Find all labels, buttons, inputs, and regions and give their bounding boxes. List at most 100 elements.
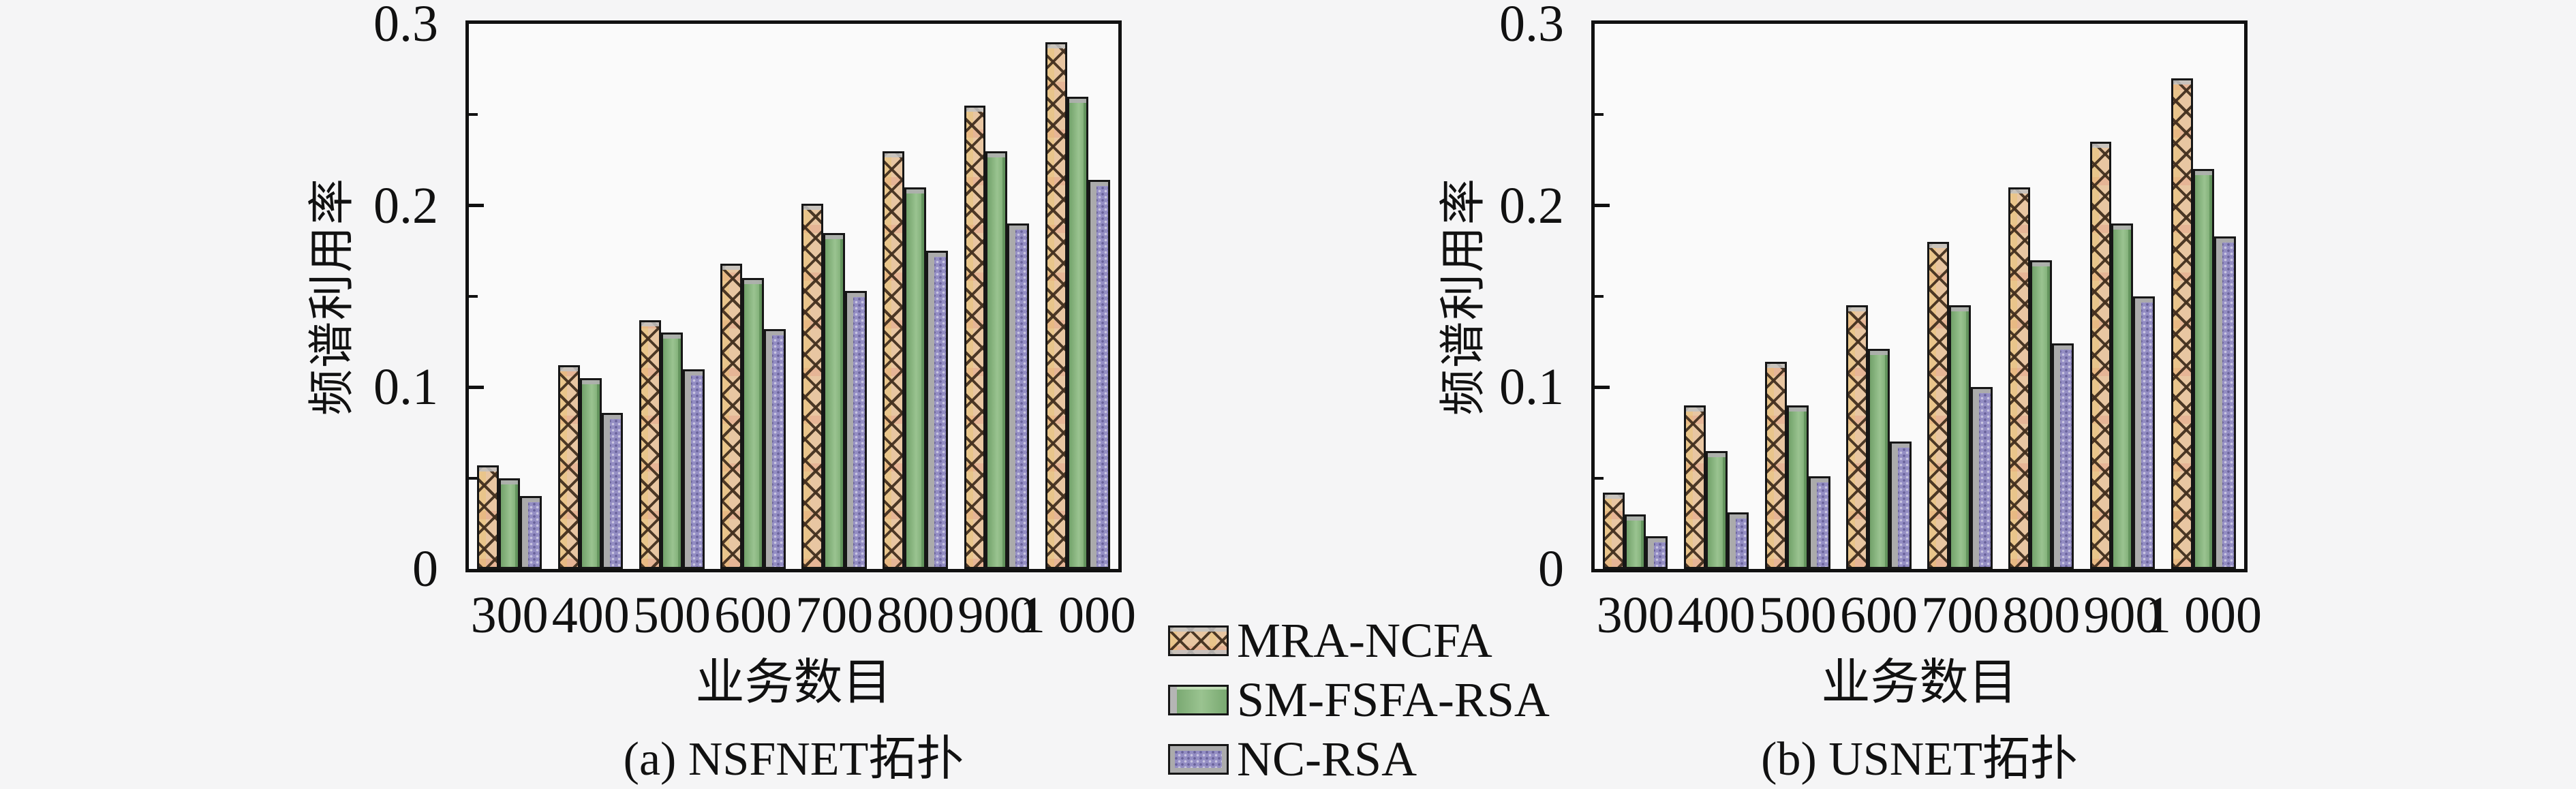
- y-major-tick: [1595, 385, 1610, 389]
- bar-sm-fsfa-rsa-800: [904, 187, 927, 569]
- x-tick-label: 500: [632, 587, 711, 644]
- legend-swatch-sm-fsfa-rsa: [1168, 685, 1229, 715]
- x-tick-label: 300: [1596, 587, 1674, 644]
- x-tick-label: 300: [470, 587, 549, 644]
- bar-sm-fsfa-rsa-300: [498, 478, 521, 569]
- bar-nc-rsa-700: [1970, 387, 1993, 569]
- bar-sm-fsfa-rsa-800: [2030, 260, 2053, 569]
- bar-nc-rsa-300: [1646, 536, 1668, 569]
- x-tick-label: 800: [2002, 587, 2081, 644]
- y-major-tick: [469, 385, 484, 389]
- legend-item-nc-rsa: NC-RSA: [1168, 732, 1550, 786]
- bar-nc-rsa-600: [763, 329, 786, 569]
- y-tick-label: 0.3: [373, 0, 438, 52]
- plot-area-usnet: [1591, 20, 2248, 572]
- bar-nc-rsa-1000: [2214, 236, 2237, 569]
- y-tick-label: 0: [412, 540, 438, 598]
- plot-area-nsfnet: [465, 20, 1122, 572]
- legend-swatch-mra-ncfa: [1168, 625, 1229, 656]
- y-tick-label: 0: [1538, 540, 1564, 598]
- bar-sm-fsfa-rsa-1000: [1067, 96, 1089, 569]
- bar-nc-rsa-300: [520, 496, 542, 569]
- x-tick-label: 1 000: [2145, 587, 2262, 644]
- x-tick-label: 500: [1758, 587, 1837, 644]
- legend-item-mra-ncfa: MRA-NCFA: [1168, 613, 1550, 668]
- x-tick-label: 1 000: [1019, 587, 1136, 644]
- legend-label-nc-rsa: NC-RSA: [1237, 732, 1417, 786]
- y-minor-tick: [1595, 113, 1604, 117]
- legend-swatch-nc-rsa: [1168, 744, 1229, 775]
- bar-mra-ncfa-300: [1602, 493, 1625, 569]
- y-minor-tick: [469, 113, 478, 117]
- bar-mra-ncfa-600: [720, 264, 743, 569]
- y-tick-label: 0.2: [373, 176, 438, 234]
- y-tick-label: 0.2: [1499, 176, 1564, 234]
- bar-nc-rsa-400: [601, 412, 624, 569]
- bar-mra-ncfa-1000: [1045, 42, 1067, 569]
- bar-mra-ncfa-800: [2008, 187, 2031, 569]
- y-major-tick: [469, 204, 484, 208]
- x-tick-label: 700: [1921, 587, 1999, 644]
- y-tick-label: 0.1: [373, 358, 438, 416]
- bar-sm-fsfa-rsa-900: [2111, 223, 2134, 569]
- y-minor-tick: [469, 295, 478, 298]
- bar-sm-fsfa-rsa-600: [742, 278, 764, 569]
- bar-sm-fsfa-rsa-600: [1868, 349, 1890, 569]
- bar-mra-ncfa-700: [1927, 242, 1950, 569]
- y-minor-tick: [469, 476, 478, 480]
- bar-mra-ncfa-600: [1846, 305, 1869, 569]
- bar-sm-fsfa-rsa-500: [1786, 405, 1809, 569]
- bar-mra-ncfa-1000: [2171, 78, 2193, 569]
- chart-caption-a: (a) NSFNET拓扑: [623, 733, 964, 786]
- bar-mra-ncfa-500: [1765, 362, 1787, 569]
- x-tick-label: 900: [957, 587, 1036, 644]
- bar-nc-rsa-500: [682, 369, 705, 569]
- bar-sm-fsfa-rsa-500: [660, 332, 683, 569]
- y-axis-label: 频谱利用率: [1437, 177, 1489, 416]
- legend: MRA-NCFA SM-FSFA-RSA NC-RSA: [1168, 613, 1550, 789]
- bar-sm-fsfa-rsa-400: [579, 378, 602, 569]
- x-tick-label: 900: [2083, 587, 2162, 644]
- bar-mra-ncfa-500: [639, 320, 661, 569]
- y-tick-label: 0.3: [1499, 0, 1564, 52]
- x-tick-label: 700: [795, 587, 874, 644]
- bar-sm-fsfa-rsa-700: [823, 232, 845, 569]
- x-tick-label: 800: [876, 587, 955, 644]
- bar-mra-ncfa-300: [476, 465, 499, 569]
- bar-nc-rsa-900: [1007, 223, 1029, 569]
- bar-nc-rsa-800: [2052, 343, 2074, 569]
- x-tick-label: 600: [1839, 587, 1918, 644]
- bar-mra-ncfa-700: [801, 204, 824, 569]
- bar-sm-fsfa-rsa-300: [1624, 514, 1646, 569]
- bar-sm-fsfa-rsa-1000: [2192, 169, 2215, 569]
- bar-nc-rsa-900: [2133, 296, 2155, 569]
- bar-mra-ncfa-900: [964, 106, 986, 569]
- legend-label-sm-fsfa-rsa: SM-FSFA-RSA: [1237, 672, 1550, 727]
- chart-caption-b: (b) USNET拓扑: [1761, 733, 2078, 786]
- x-axis-label: 业务数目: [1821, 655, 2018, 710]
- x-tick-label: 400: [1677, 587, 1755, 644]
- bar-sm-fsfa-rsa-700: [1949, 305, 1971, 569]
- bar-nc-rsa-1000: [1088, 180, 1111, 569]
- bar-nc-rsa-400: [1727, 512, 1749, 569]
- x-tick-label: 400: [551, 587, 630, 644]
- y-minor-tick: [1595, 476, 1604, 480]
- bar-mra-ncfa-900: [2089, 142, 2112, 569]
- x-axis-label: 业务数目: [695, 655, 892, 710]
- bar-nc-rsa-800: [926, 251, 948, 569]
- bar-sm-fsfa-rsa-900: [985, 151, 1008, 569]
- legend-item-sm-fsfa-rsa: SM-FSFA-RSA: [1168, 672, 1550, 727]
- y-tick-label: 0.1: [1499, 358, 1564, 416]
- legend-label-mra-ncfa: MRA-NCFA: [1237, 613, 1492, 668]
- bar-mra-ncfa-800: [883, 151, 905, 569]
- bar-mra-ncfa-400: [557, 365, 580, 569]
- bar-mra-ncfa-400: [1683, 405, 1706, 569]
- y-major-tick: [1595, 204, 1610, 208]
- bar-nc-rsa-700: [844, 291, 867, 569]
- y-minor-tick: [1595, 295, 1604, 298]
- bar-nc-rsa-600: [1889, 442, 1912, 569]
- bar-sm-fsfa-rsa-400: [1705, 450, 1728, 569]
